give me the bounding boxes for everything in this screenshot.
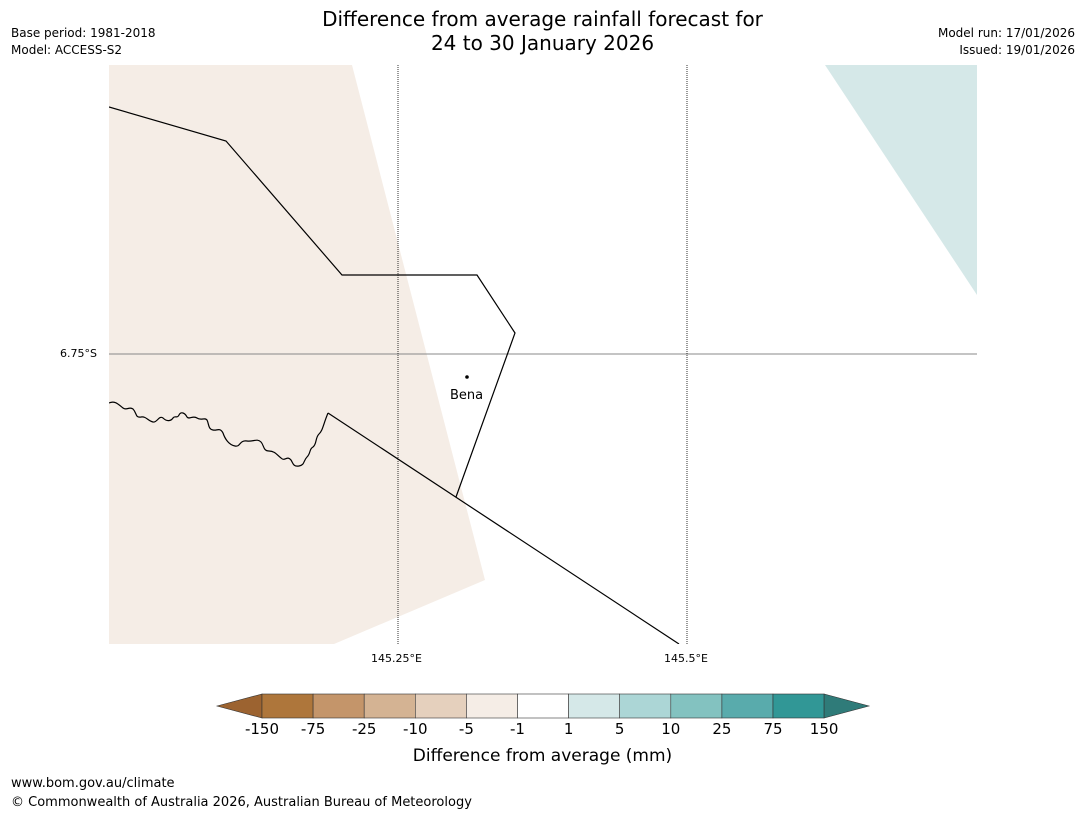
colorbar-tick-label: -5	[458, 720, 474, 738]
colorbar-tick-label: -10	[403, 720, 428, 738]
title-line-2: 24 to 30 January 2026	[430, 31, 655, 55]
colorbar-segment	[363, 693, 416, 719]
colorbar-tick-label: -75	[300, 720, 326, 738]
model-text: Model: ACCESS-S2	[11, 43, 123, 57]
colorbar-segment	[721, 693, 774, 719]
colorbar-title: Difference from average (mm)	[412, 746, 673, 766]
footer-url[interactable]: www.bom.gov.au/climate	[11, 776, 175, 791]
colorbar-tick-label: 150	[809, 720, 839, 738]
rainfall-region-above-average	[825, 65, 977, 295]
colorbar-tick-label: 5	[614, 720, 625, 738]
lon-label-145-25: 145.25°E	[371, 652, 422, 665]
colorbar-segment	[517, 693, 569, 719]
colorbar-tick-label: -1	[510, 720, 525, 738]
province-boundary-south	[327, 412, 680, 644]
colorbar-segment	[568, 693, 621, 719]
colorbar-tick-label: 25	[712, 720, 732, 738]
footer-copyright: © Commonwealth of Australia 2026, Austra…	[11, 795, 472, 810]
colorbar-segment	[312, 693, 365, 719]
colorbar-segment	[772, 693, 825, 719]
colorbar-tick-label: 75	[763, 720, 783, 738]
colorbar-segment	[466, 693, 518, 719]
colorbar-tick-label: 1	[563, 720, 574, 738]
colorbar	[215, 693, 871, 719]
lon-label-145-5: 145.5°E	[664, 652, 708, 665]
title-line-1: Difference from average rainfall forecas…	[322, 7, 763, 31]
lat-label: 6.75°S	[60, 347, 97, 360]
map-area[interactable]	[109, 65, 977, 644]
town-label-bena: Bena	[450, 388, 484, 403]
river-line	[109, 401, 329, 467]
province-boundary-north	[109, 106, 516, 498]
colorbar-tick-label: -150	[244, 720, 280, 738]
model-run-text: Model run: 17/01/2026	[937, 26, 1075, 40]
base-period-text: Base period: 1981-2018	[11, 26, 156, 40]
colorbar-segment	[415, 693, 467, 719]
colorbar-extend-low	[215, 693, 263, 719]
town-marker-bena	[465, 375, 469, 379]
issued-text: Issued: 19/01/2026	[959, 43, 1075, 57]
map-title: Difference from average rainfall forecas…	[0, 7, 1085, 55]
meta-left: Base period: 1981-2018 Model: ACCESS-S2	[11, 25, 156, 59]
meta-right: Model run: 17/01/2026 Issued: 19/01/2026	[938, 25, 1075, 59]
colorbar-segment	[670, 693, 723, 719]
colorbar-segment	[261, 693, 314, 719]
colorbar-tick-label: 10	[661, 720, 681, 738]
colorbar-tick-label: -25	[351, 720, 377, 738]
colorbar-segment	[619, 693, 672, 719]
colorbar-extend-high	[823, 693, 871, 719]
